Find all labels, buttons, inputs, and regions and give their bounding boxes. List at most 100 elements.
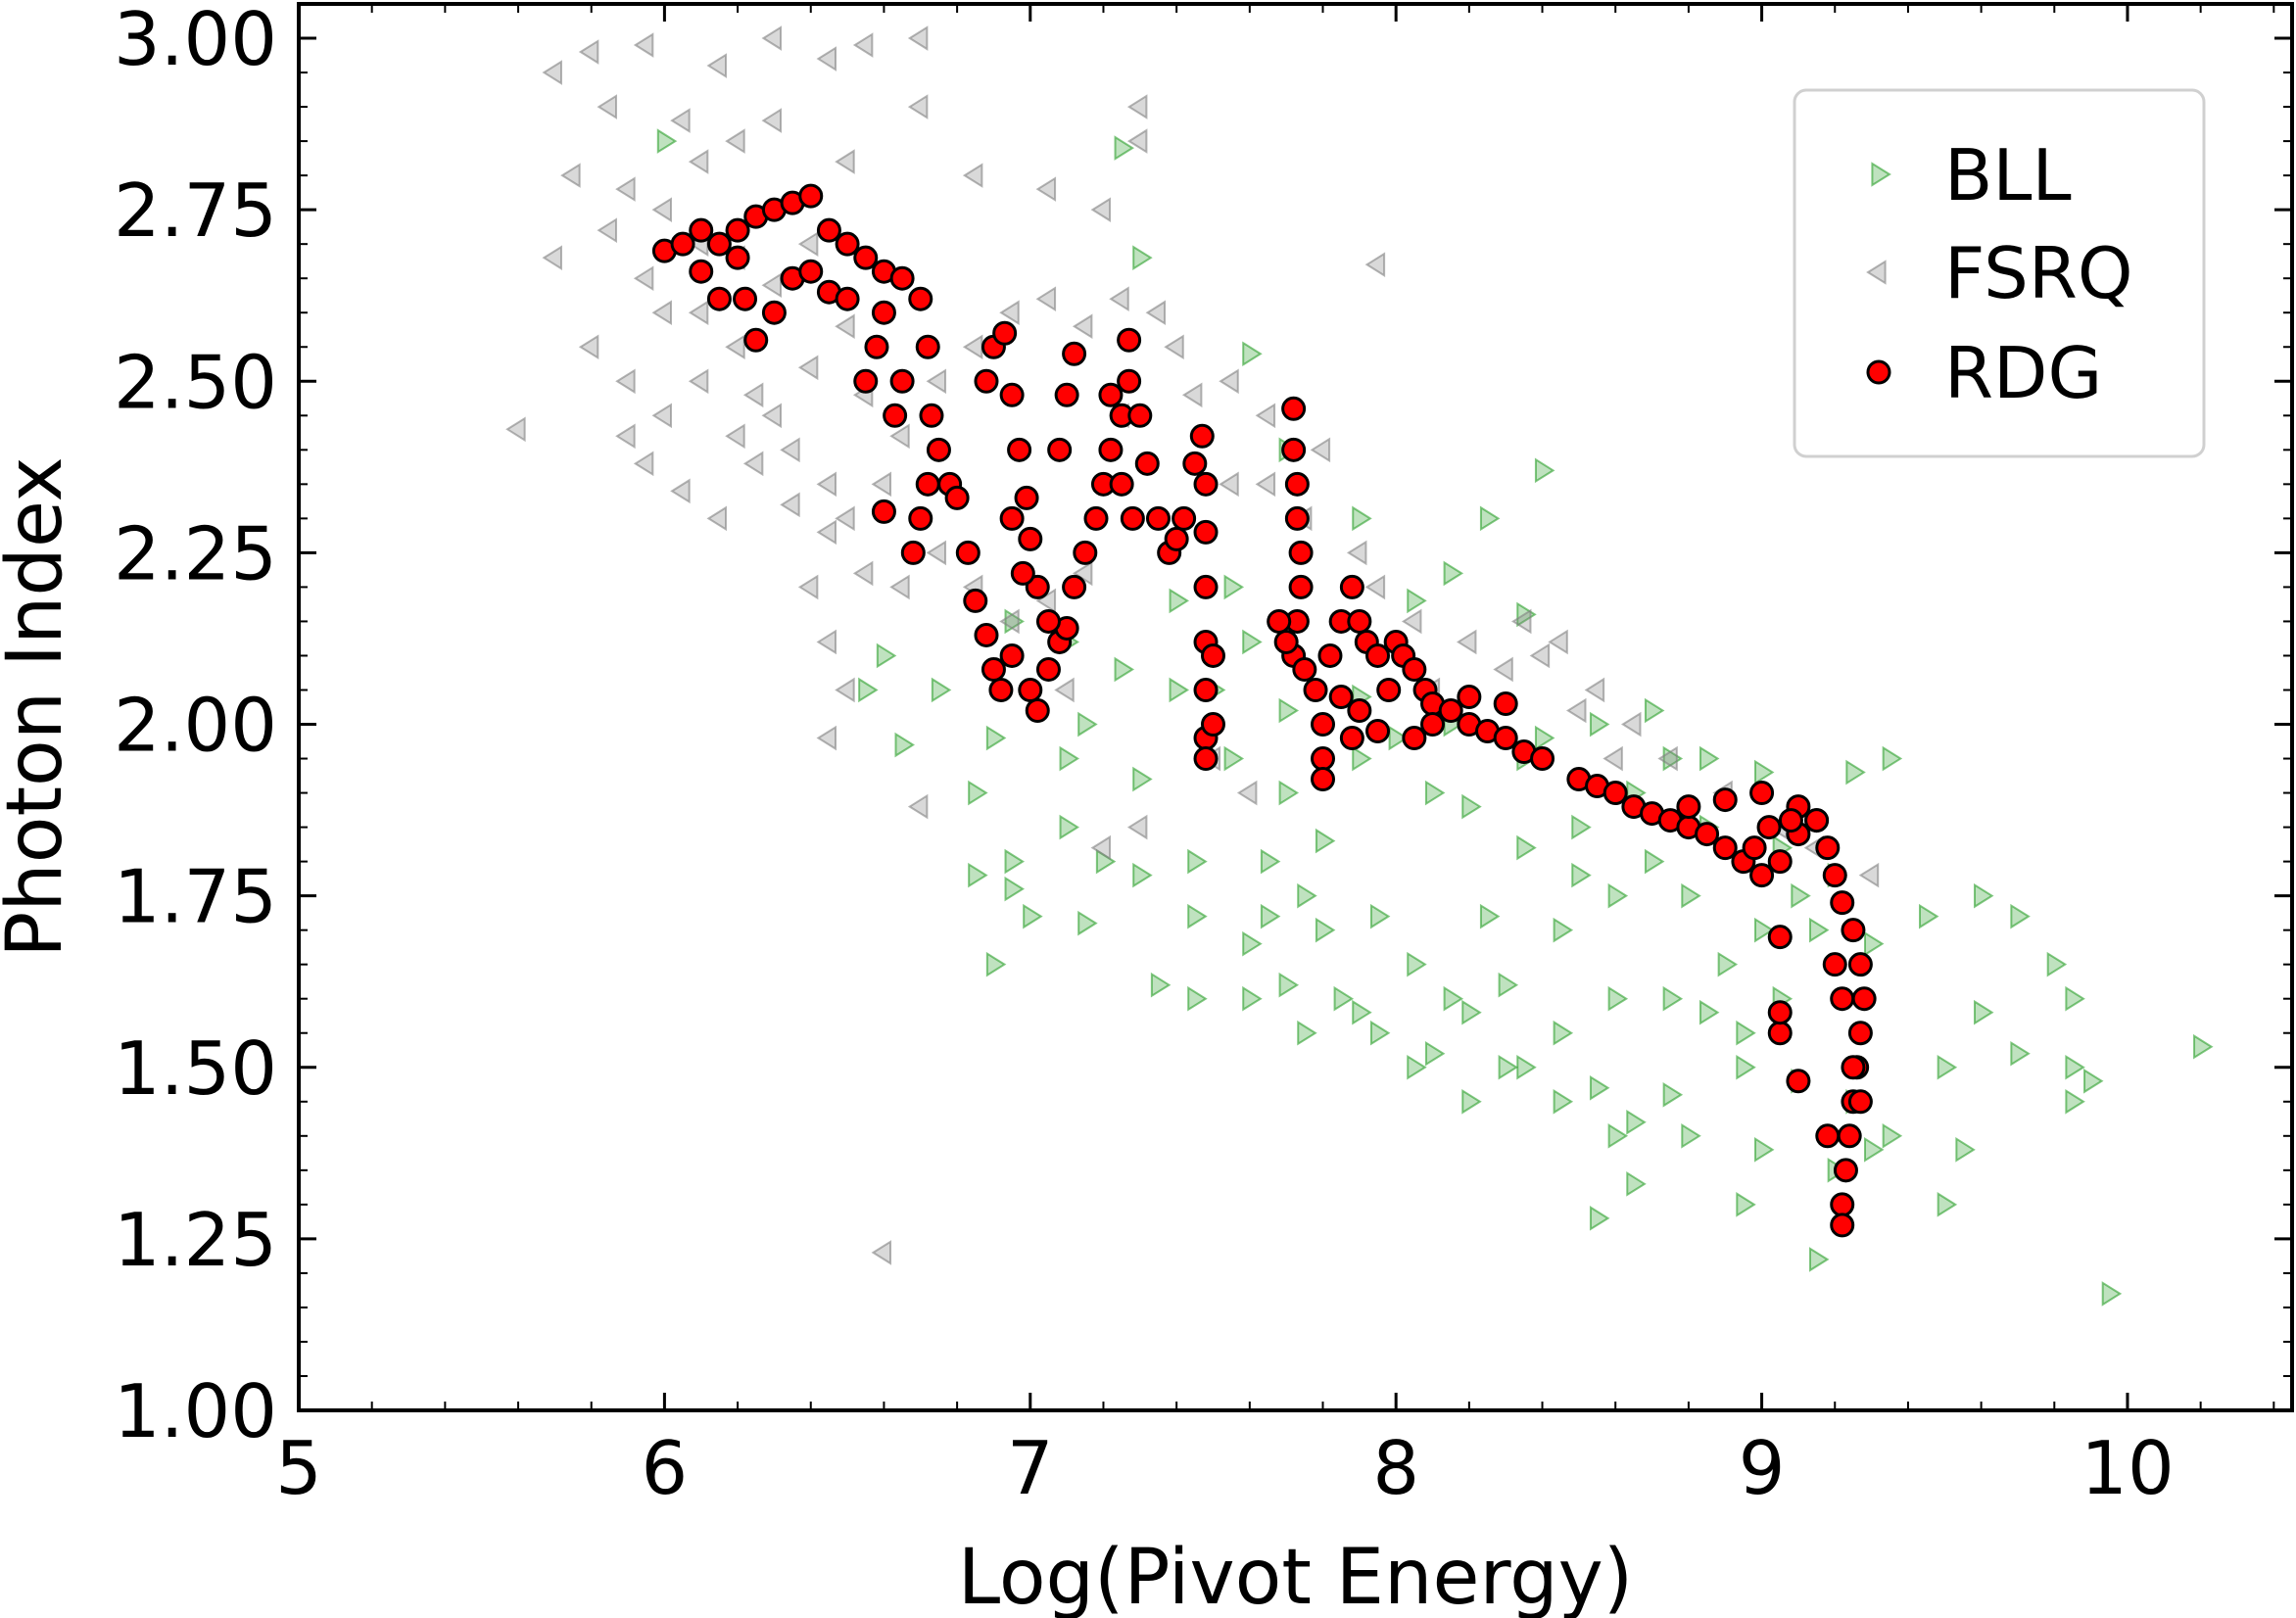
rdg-point [871,499,896,524]
fsrq-point [1858,862,1880,888]
bll-point [1187,848,1208,875]
bll-point [1863,930,1885,957]
bll-point [1955,1137,1976,1163]
x-tick-label: 7 [1007,1425,1054,1511]
rdg-point [1193,677,1219,702]
bll-point [1717,951,1739,977]
fsrq-point [688,300,709,326]
bll-point [1461,1088,1482,1115]
rdg-point [1695,822,1720,847]
legend-label-fsrq: FSRQ [1944,232,2133,314]
y-tick-label: 1.50 [114,1025,277,1112]
bll-point [1260,903,1281,929]
rdg-point [1288,574,1314,599]
fsrq-point [1529,642,1551,669]
rdg-point [798,259,824,284]
bll-point [1407,1054,1427,1080]
rdg-point [889,265,915,291]
fsrq-point [725,128,745,154]
rdg-point [1847,1089,1873,1115]
rdg-point [1402,656,1427,682]
fsrq-point [999,300,1020,326]
fsrq-point [1657,745,1678,772]
fsrq-point [725,334,745,360]
rdg-point [853,245,879,270]
fsrq-point [1126,814,1148,840]
fsrq-point [1565,697,1587,724]
bll-point [1352,505,1372,532]
bll-point [968,862,988,888]
rdg-point [926,437,951,462]
bll-point [1534,725,1555,751]
rdg-point [1317,642,1343,668]
fsrq-point [1072,313,1093,340]
fsrq-point [633,265,654,291]
fsrq-point [1548,629,1568,655]
bll-point [894,732,915,758]
rdg-point [706,231,732,257]
bll-point [1808,917,1830,943]
fsrq-point [761,25,783,51]
bll-point [1059,745,1080,772]
rdg-point [1054,382,1079,407]
bll-point [2065,985,2085,1012]
rdg-point [1018,677,1043,702]
fsrq-point [560,163,581,188]
rdg-point [915,471,940,497]
rdg-point [725,245,750,270]
bll-point [876,642,897,669]
rdg-point [1014,485,1039,510]
fsrq-point [871,471,892,498]
rdg-point [1134,451,1160,476]
bll-point [1919,903,1939,929]
rdg-point [1756,815,1782,840]
bll-point [1498,1054,1519,1080]
bll-point [1516,601,1537,628]
bll-point [1644,848,1665,875]
y-tick-label: 2.25 [114,510,277,596]
rdg-point [1804,808,1830,833]
fsrq-point [651,300,672,326]
bll-point [1260,848,1281,875]
bll-point [2083,1068,2104,1094]
bll-point [985,725,1007,751]
fsrq-point [670,478,691,504]
bll-point [1388,725,1410,751]
fsrq-point [871,1240,892,1265]
fsrq-point [1236,780,1258,806]
legend-marker-bll [1871,162,1891,187]
bll-point [1242,341,1263,367]
fsrq-point [505,416,526,443]
fsrq-point [742,451,764,477]
bll-point [1150,972,1172,998]
bll-point [1626,1171,1647,1197]
legend-marker-rdg [1866,359,1891,385]
fsrq-point [1364,574,1386,600]
bll-point [1278,780,1300,806]
bll-point [2101,1281,2123,1307]
rdg-point [1120,505,1145,531]
bll-point [1607,985,1629,1012]
y-tick-label: 1.00 [114,1368,277,1454]
rdg-point [1273,629,1299,654]
bll-point [1077,711,1098,738]
rdg-point [1767,1021,1793,1046]
fsrq-point [1364,252,1386,277]
bll-point [1882,745,1903,772]
rdg-point [974,622,999,647]
rdg-point [944,485,970,510]
bll-point [1736,1020,1756,1046]
rdg-point [1189,423,1215,449]
rdg-series [651,183,1877,1238]
fsrq-point [688,149,709,174]
fsrq-point [542,60,562,85]
fsrq-point [816,471,837,498]
y-tick-label: 2.50 [114,339,277,425]
rdg-point [864,334,889,359]
bll-point [1114,656,1135,683]
rdg-point [853,368,879,394]
rdg-point [816,217,841,243]
rdg-point [1083,505,1109,531]
bll-point [1369,903,1391,929]
bll-point [656,128,678,154]
